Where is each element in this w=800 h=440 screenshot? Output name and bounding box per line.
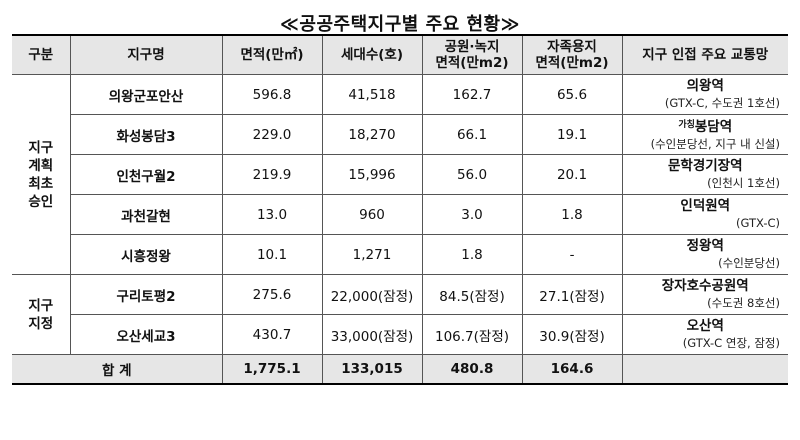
households-value: 960 bbox=[321, 194, 423, 235]
transit-cell: 장자호수공원역 (수도권 8호선) bbox=[621, 274, 788, 315]
page-title: ≪공공주택지구별 주요 현황≫ bbox=[280, 14, 520, 35]
table-row: 지구 계획 최초 승인 의왕군포안산 596.8 41,518 162.7 65… bbox=[12, 74, 788, 275]
header-area: 면적(만㎡) bbox=[221, 34, 323, 75]
transit-line: (인천시 1호선) bbox=[707, 175, 780, 190]
park-value: 3.0 bbox=[421, 194, 523, 235]
district-name: 인천구월2 bbox=[70, 154, 223, 195]
park-value: 84.5(잠정) bbox=[421, 274, 523, 315]
station-name: 장자호수공원역 bbox=[661, 277, 749, 294]
park-value: 1.8 bbox=[421, 234, 523, 275]
transit-line: (수도권 8호선) bbox=[707, 295, 780, 310]
self-value: 30.9(잠정) bbox=[521, 314, 623, 355]
total-area: 1,775.1 bbox=[221, 354, 323, 385]
station-name: 정왕역 bbox=[686, 237, 724, 254]
district-table: 구분 지구명 면적(만㎡) 세대수(호) 공원·녹지 면적(만m2) 자족용지 … bbox=[12, 34, 788, 385]
district-name: 구리토평2 bbox=[69, 274, 223, 315]
area-value: 10.1 bbox=[221, 234, 323, 275]
table-row: 시흥정왕 10.1 1,271 1.8 - 정왕역 (수인분당선) bbox=[12, 234, 788, 275]
transit-cell: 문학경기장역 (인천시 1호선) bbox=[621, 154, 788, 195]
total-transit-empty bbox=[621, 354, 788, 385]
station-prefix: 가칭 bbox=[678, 119, 695, 130]
households-value: 41,518 bbox=[321, 74, 423, 115]
self-value: 1.8 bbox=[521, 194, 623, 235]
header-self: 자족용지 면적(만m2) bbox=[521, 34, 623, 75]
station-name: 가칭봉담역 bbox=[678, 118, 733, 135]
area-value: 229.0 bbox=[221, 114, 323, 155]
total-park: 480.8 bbox=[421, 354, 523, 385]
households-value: 1,271 bbox=[321, 234, 423, 275]
header-households: 세대수(호) bbox=[321, 34, 423, 75]
self-value: 19.1 bbox=[521, 114, 623, 155]
district-name: 의왕군포안산 bbox=[69, 74, 223, 115]
group-label-designation: 지구 지정 bbox=[12, 274, 71, 355]
households-value: 18,270 bbox=[321, 114, 423, 155]
table-row: 인천구월2 219.9 15,996 56.0 20.1 문학경기장역 (인천시… bbox=[12, 154, 788, 195]
district-name: 화성봉담3 bbox=[70, 114, 223, 155]
park-value: 56.0 bbox=[421, 154, 523, 195]
park-value: 106.7(잠정) bbox=[421, 314, 523, 355]
self-value: - bbox=[521, 234, 623, 275]
households-value: 22,000(잠정) bbox=[321, 274, 423, 315]
group-label-approval: 지구 계획 최초 승인 bbox=[12, 74, 71, 275]
total-label: 합 계 bbox=[12, 354, 223, 385]
table-row: 지구 지정 구리토평2 275.6 22,000(잠정) 84.5(잠정) 27… bbox=[12, 274, 788, 355]
transit-cell: 오산역 (GTX-C 연장, 잠정) bbox=[621, 314, 788, 355]
transit-cell: 의왕역 (GTX-C, 수도권 1호선) bbox=[621, 74, 788, 115]
table-row: 오산세교3 430.7 33,000(잠정) 106.7(잠정) 30.9(잠정… bbox=[12, 314, 788, 355]
transit-line: (수인분당선) bbox=[718, 255, 780, 270]
transit-cell: 인덕원역 (GTX-C) bbox=[621, 194, 788, 235]
households-value: 15,996 bbox=[321, 154, 423, 195]
total-households: 133,015 bbox=[321, 354, 423, 385]
table-row: 과천갈현 13.0 960 3.0 1.8 인덕원역 (GTX-C) bbox=[12, 194, 788, 235]
area-value: 275.6 bbox=[221, 274, 323, 315]
station-name: 의왕역 bbox=[686, 77, 724, 94]
park-value: 162.7 bbox=[421, 74, 523, 115]
header-transit: 지구 인접 주요 교통망 bbox=[621, 34, 788, 75]
station-name: 인덕원역 bbox=[680, 197, 731, 214]
households-value: 33,000(잠정) bbox=[321, 314, 423, 355]
transit-line: (GTX-C) bbox=[736, 215, 780, 230]
header-group: 구분 bbox=[12, 34, 71, 75]
transit-cell: 정왕역 (수인분당선) bbox=[621, 234, 788, 275]
self-value: 27.1(잠정) bbox=[521, 274, 623, 315]
station-name: 문학경기장역 bbox=[667, 157, 743, 174]
self-value: 20.1 bbox=[521, 154, 623, 195]
header-district: 지구명 bbox=[69, 34, 223, 75]
transit-line: (GTX-C 연장, 잠정) bbox=[682, 335, 780, 350]
district-name: 과천갈현 bbox=[70, 194, 223, 235]
station-name: 오산역 bbox=[686, 317, 724, 334]
area-value: 596.8 bbox=[221, 74, 323, 115]
total-row: 합 계 1,775.1 133,015 480.8 164.6 bbox=[12, 354, 788, 385]
transit-line: (수인분당선, 지구 내 신설) bbox=[650, 136, 780, 151]
district-name: 시흥정왕 bbox=[70, 234, 223, 275]
header-row: 구분 지구명 면적(만㎡) 세대수(호) 공원·녹지 면적(만m2) 자족용지 … bbox=[12, 34, 788, 75]
self-value: 65.6 bbox=[521, 74, 623, 115]
area-value: 13.0 bbox=[221, 194, 323, 235]
area-value: 219.9 bbox=[221, 154, 323, 195]
header-park: 공원·녹지 면적(만m2) bbox=[421, 34, 523, 75]
district-name: 오산세교3 bbox=[70, 314, 223, 355]
table-row: 화성봉담3 229.0 18,270 66.1 19.1 가칭봉담역 (수인분당… bbox=[12, 114, 788, 155]
transit-cell: 가칭봉담역 (수인분당선, 지구 내 신설) bbox=[621, 114, 788, 155]
transit-line: (GTX-C, 수도권 1호선) bbox=[664, 95, 780, 110]
area-value: 430.7 bbox=[221, 314, 323, 355]
park-value: 66.1 bbox=[421, 114, 523, 155]
total-self: 164.6 bbox=[521, 354, 623, 385]
